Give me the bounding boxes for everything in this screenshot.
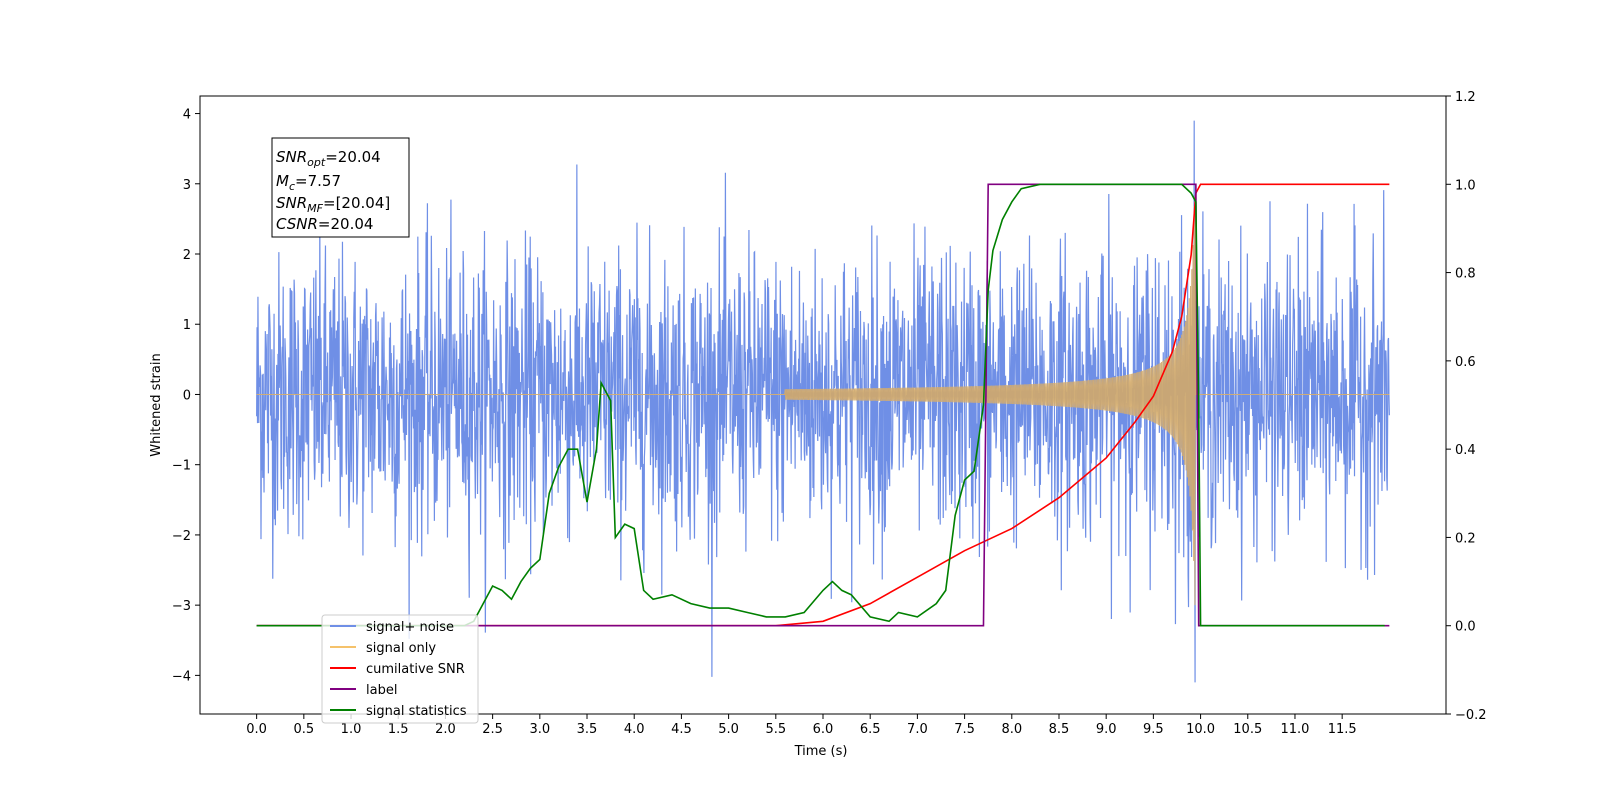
- svg-text:cumilative SNR: cumilative SNR: [366, 662, 465, 677]
- y-left-tick-label: 1: [183, 318, 191, 333]
- y-left-tick-label: −4: [172, 669, 191, 684]
- x-tick-label: 11.0: [1280, 722, 1309, 737]
- y-left-tick-label: 4: [183, 108, 191, 123]
- x-tick-label: 9.5: [1143, 722, 1164, 737]
- legend: signal+ noise signal only cumilative SNR…: [321, 614, 479, 724]
- series-signal-statistics: [256, 183, 1385, 627]
- x-tick-label: 3.5: [577, 722, 598, 737]
- svg-text:signal only: signal only: [366, 641, 436, 656]
- x-tick-label: 0.5: [293, 722, 314, 737]
- y-left-tick-label: 3: [183, 178, 191, 193]
- series-signal-noise: [256, 120, 1390, 683]
- x-axis: 0.0 0.5 1.0 1.5 2.0 2.5 3.0 3.5 4.0 4.5 5.0 5.5 6.0 6…: [246, 714, 1357, 737]
- annotation-csnr: CSNR=20.04: [276, 215, 373, 233]
- y-axis-right: 1.2 1.0 0.8 0.6 0.4 0.2 0.0 −0.2: [1446, 90, 1487, 723]
- x-tick-label: 6.5: [860, 722, 881, 737]
- x-tick-label: 2.0: [435, 722, 456, 737]
- x-tick-label: 7.0: [907, 722, 928, 737]
- y-right-tick-label: 0.0: [1455, 620, 1476, 635]
- x-tick-label: 4.5: [671, 722, 692, 737]
- legend-item-signal-statistics: signal statistics: [330, 704, 467, 719]
- x-tick-label: 7.5: [954, 722, 975, 737]
- legend-item-signal-noise: signal+ noise: [330, 620, 454, 635]
- svg-text:signal+ noise: signal+ noise: [366, 620, 454, 635]
- x-tick-label: 0.0: [246, 722, 267, 737]
- series-layer: [256, 120, 1390, 683]
- legend-item-signal-only: signal only: [330, 641, 436, 656]
- series-cumulative-snr: [256, 183, 1390, 627]
- x-tick-label: 5.0: [718, 722, 739, 737]
- x-tick-label: 9.0: [1096, 722, 1117, 737]
- x-tick-label: 10.5: [1233, 722, 1262, 737]
- x-tick-label: 8.5: [1049, 722, 1070, 737]
- x-axis-label: Time (s): [794, 744, 848, 759]
- y-right-tick-label: 1.2: [1455, 90, 1476, 105]
- svg-text:signal statistics: signal statistics: [366, 704, 467, 719]
- legend-item-cumulative-snr: cumilative SNR: [330, 662, 465, 677]
- y-left-tick-label: 0: [183, 388, 191, 403]
- x-tick-label: 6.0: [813, 722, 834, 737]
- x-tick-label: 2.5: [482, 722, 503, 737]
- y-left-tick-label: −3: [172, 599, 191, 614]
- x-tick-label: 5.5: [765, 722, 786, 737]
- series-signal-only-overlay: [256, 183, 1390, 606]
- annotation-snr-opt: SNRopt=20.04: [276, 148, 381, 169]
- y-left-tick-label: −1: [172, 459, 191, 474]
- y-right-tick-label: 0.8: [1455, 267, 1476, 282]
- x-tick-label: 11.5: [1328, 722, 1357, 737]
- y-right-tick-label: −0.2: [1455, 708, 1487, 723]
- y-right-tick-label: 0.6: [1455, 355, 1476, 370]
- y-axis-label: Whitened strain: [149, 353, 164, 456]
- annotation-box: SNRopt=20.04 Mc=7.57 SNRMF=[20.04] CSNR=…: [271, 137, 410, 238]
- y-left-tick-label: 2: [183, 248, 191, 263]
- y-right-tick-label: 1.0: [1455, 178, 1476, 193]
- x-tick-label: 10.0: [1186, 722, 1215, 737]
- annotation-mc: Mc=7.57: [276, 172, 341, 193]
- x-tick-label: 1.5: [388, 722, 409, 737]
- svg-text:label: label: [366, 683, 397, 698]
- x-tick-label: 4.0: [624, 722, 645, 737]
- x-tick-label: 3.0: [529, 722, 550, 737]
- x-tick-label: 8.0: [1001, 722, 1022, 737]
- annotation-snr-mf: SNRMF=[20.04]: [276, 194, 390, 215]
- y-axis-left: 4 3 2 1 0 −1 −2 −3 −4: [172, 108, 200, 684]
- x-tick-label: 1.0: [341, 722, 362, 737]
- y-right-tick-label: 0.4: [1455, 443, 1476, 458]
- legend-item-label: label: [330, 683, 397, 698]
- y-right-tick-label: 0.2: [1455, 531, 1476, 546]
- y-left-tick-label: −2: [172, 529, 191, 544]
